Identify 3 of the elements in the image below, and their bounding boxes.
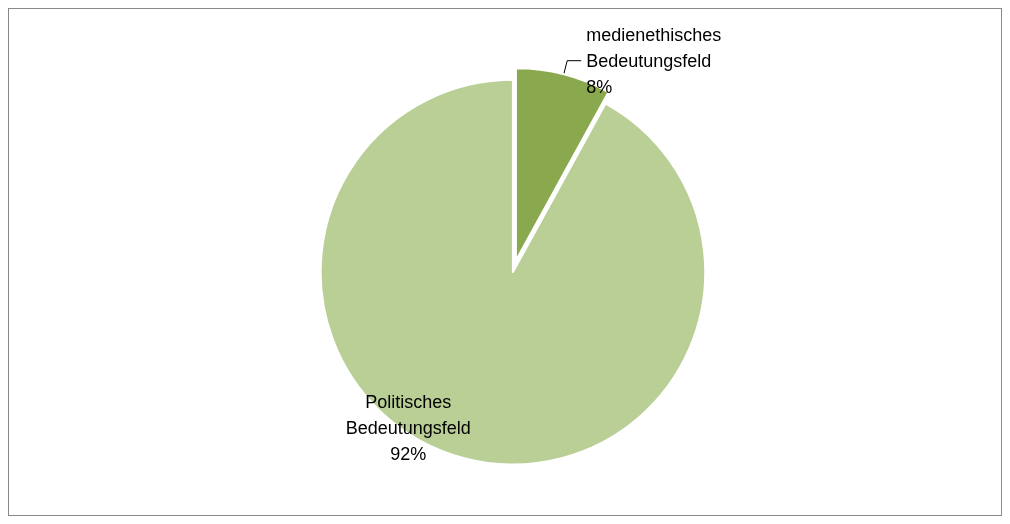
- slice-label: medienethisches Bedeutungsfeld: [586, 24, 722, 71]
- slice-label: Politisches Bedeutungsfeld: [345, 392, 471, 439]
- data-label: 92%: [390, 444, 427, 465]
